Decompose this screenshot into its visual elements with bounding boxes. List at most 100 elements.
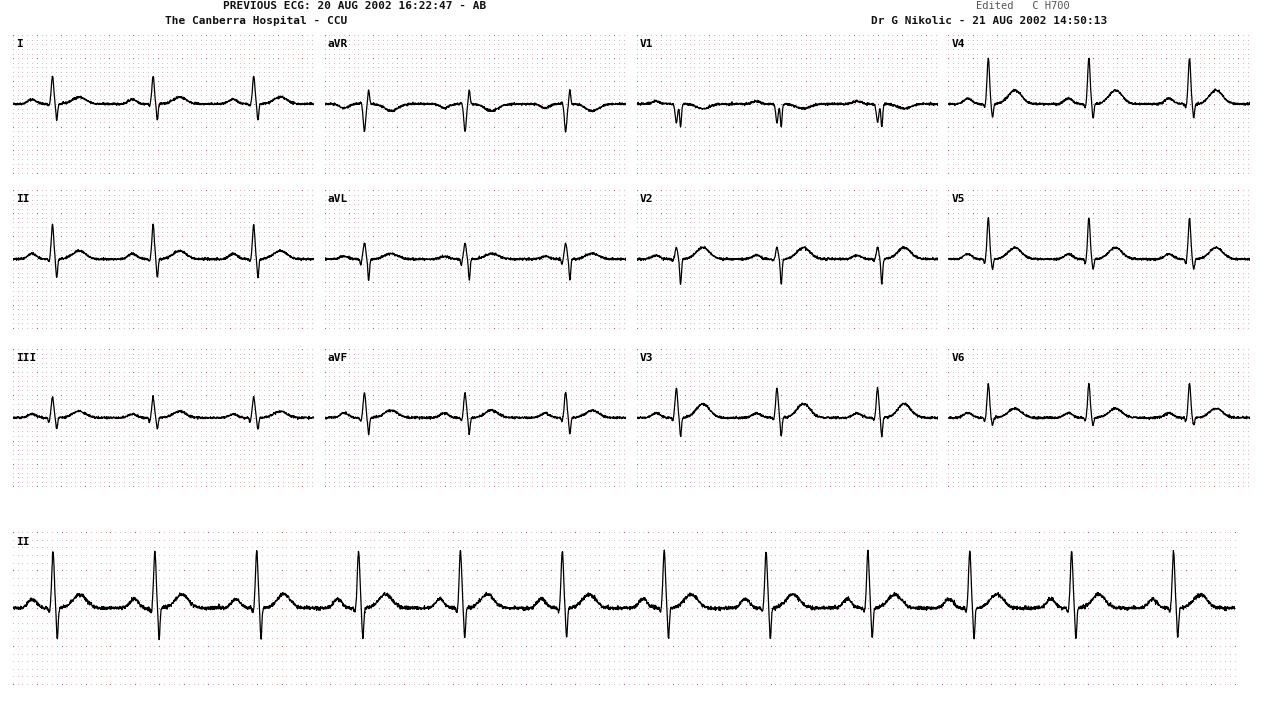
Point	[493, 421, 514, 432]
Point	[733, 384, 753, 396]
Point	[402, 207, 422, 219]
Point	[800, 39, 820, 50]
Point	[373, 194, 393, 205]
Point	[147, 30, 167, 41]
Point	[430, 226, 450, 237]
Point	[350, 527, 370, 538]
Point	[424, 610, 444, 621]
Point	[786, 85, 806, 96]
Point	[418, 549, 439, 560]
Point	[219, 389, 240, 400]
Point	[210, 366, 231, 377]
Point	[27, 244, 47, 255]
Point	[1131, 362, 1151, 373]
Point	[1179, 57, 1200, 68]
Point	[85, 125, 105, 137]
Point	[1002, 240, 1022, 251]
Point	[540, 656, 560, 667]
Point	[1208, 221, 1229, 233]
Point	[742, 244, 762, 255]
Point	[893, 618, 913, 629]
Point	[210, 462, 231, 474]
Point	[790, 295, 810, 306]
Point	[1093, 299, 1113, 310]
Point	[340, 541, 360, 553]
Point	[478, 295, 498, 306]
Point	[687, 678, 708, 689]
Point	[1191, 656, 1211, 667]
Point	[1093, 322, 1113, 333]
Point	[728, 295, 748, 306]
Point	[1203, 107, 1224, 118]
Point	[114, 308, 134, 319]
Point	[292, 70, 312, 82]
Point	[138, 103, 158, 114]
Point	[694, 276, 714, 288]
Point	[952, 430, 973, 441]
Point	[776, 458, 796, 469]
Point	[1054, 421, 1074, 432]
Point	[61, 216, 81, 228]
Point	[503, 286, 524, 297]
Point	[609, 595, 629, 606]
Point	[181, 389, 202, 400]
Point	[1050, 240, 1070, 251]
Point	[488, 393, 508, 405]
Point	[157, 221, 178, 233]
Point	[941, 580, 961, 591]
Point	[576, 121, 596, 133]
Point	[374, 610, 394, 621]
Point	[363, 221, 383, 233]
Point	[330, 580, 350, 591]
Point	[426, 481, 446, 492]
Point	[37, 348, 57, 359]
Point	[496, 640, 516, 651]
Point	[1004, 670, 1025, 682]
Point	[579, 189, 600, 200]
Point	[896, 231, 917, 242]
Point	[32, 602, 52, 613]
Point	[941, 565, 961, 576]
Point	[883, 116, 903, 128]
Point	[1131, 286, 1151, 297]
Point	[921, 295, 941, 306]
Point	[1021, 212, 1041, 223]
Point	[1011, 162, 1031, 173]
Point	[162, 167, 183, 178]
Point	[631, 75, 652, 87]
Point	[1044, 670, 1064, 682]
Point	[1035, 98, 1055, 109]
Point	[440, 52, 460, 63]
Point	[503, 135, 524, 146]
Point	[1098, 398, 1118, 410]
Point	[709, 366, 729, 377]
Point	[704, 371, 724, 382]
Point	[848, 253, 869, 264]
Point	[805, 472, 825, 483]
Point	[493, 207, 514, 219]
Point	[733, 235, 753, 246]
Point	[1074, 130, 1094, 142]
Point	[872, 135, 893, 146]
Point	[162, 203, 183, 214]
Point	[997, 203, 1017, 214]
Point	[961, 572, 981, 584]
Point	[118, 103, 138, 114]
Point	[283, 162, 303, 173]
Point	[264, 158, 284, 169]
Point	[694, 453, 714, 465]
Point	[254, 290, 274, 301]
Point	[387, 421, 407, 432]
Point	[435, 384, 455, 396]
Point	[443, 678, 463, 689]
Point	[571, 476, 591, 487]
Point	[527, 440, 548, 451]
Point	[393, 587, 413, 599]
Point	[1184, 80, 1205, 91]
Point	[1232, 75, 1253, 87]
Point	[1151, 421, 1172, 432]
Point	[1049, 618, 1069, 629]
Point	[297, 244, 317, 255]
Point	[1098, 121, 1118, 133]
Point	[872, 557, 893, 568]
